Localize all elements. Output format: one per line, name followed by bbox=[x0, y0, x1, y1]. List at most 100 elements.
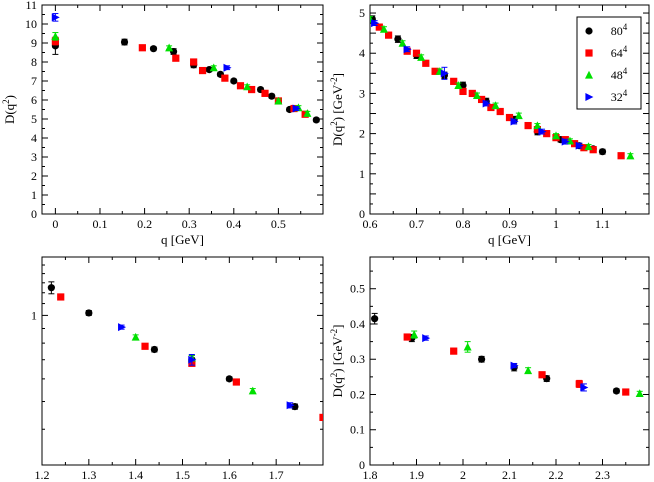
data-point bbox=[580, 383, 589, 392]
data-point bbox=[561, 137, 570, 146]
data-point bbox=[225, 375, 233, 383]
data-layer bbox=[370, 14, 635, 160]
data-layer bbox=[47, 281, 323, 422]
legend-marker bbox=[585, 93, 594, 101]
legend: 804 644 484 324 bbox=[576, 16, 642, 110]
data-point bbox=[431, 67, 439, 75]
data-point bbox=[141, 342, 149, 350]
y-tick-label: 5 bbox=[359, 6, 365, 20]
data-point bbox=[468, 89, 476, 98]
data-point bbox=[150, 345, 158, 354]
data-point bbox=[589, 146, 597, 154]
data-point bbox=[622, 388, 630, 396]
data-point bbox=[575, 141, 584, 150]
data-point bbox=[51, 37, 59, 45]
data-point bbox=[524, 121, 532, 130]
data-point bbox=[403, 45, 412, 54]
x-tick-label: 2.3 bbox=[595, 468, 610, 482]
series-80-4 bbox=[47, 281, 299, 411]
x-tick-label: 0.5 bbox=[271, 217, 286, 231]
data-point bbox=[533, 121, 542, 130]
data-point bbox=[261, 89, 269, 97]
x-tick-label: 0.2 bbox=[137, 217, 152, 231]
y-tick-label: 0.1 bbox=[350, 423, 365, 437]
data-point bbox=[172, 54, 180, 62]
data-point bbox=[524, 366, 533, 375]
legend-label: 644 bbox=[611, 44, 628, 60]
data-point bbox=[57, 293, 65, 301]
series-80-4 bbox=[51, 36, 320, 124]
x-tick-label: 2.1 bbox=[502, 468, 517, 482]
panel-top-right: 0.6 0.7 0.8 0.9 1 1.1 0 1 2 3 4 5 q [GeV] D(q2) [GeV-… bbox=[329, 4, 650, 247]
x-tick-label: 0.7 bbox=[409, 217, 424, 231]
data-point bbox=[472, 91, 481, 100]
data-point bbox=[440, 69, 449, 78]
data-point bbox=[398, 38, 407, 47]
data-point bbox=[312, 116, 320, 124]
x-tick-label: 0.8 bbox=[456, 217, 471, 231]
data-point bbox=[274, 96, 283, 105]
x-tick-label: 1.9 bbox=[409, 468, 424, 482]
data-point bbox=[291, 402, 299, 411]
x-tick-label: 1.1 bbox=[595, 217, 610, 231]
data-point bbox=[303, 109, 312, 117]
data-point bbox=[450, 347, 458, 355]
x-tick-label: 0.9 bbox=[502, 217, 517, 231]
data-point bbox=[371, 19, 380, 28]
data-point bbox=[552, 131, 560, 140]
data-point bbox=[188, 355, 197, 364]
data-point bbox=[571, 140, 579, 148]
x-tick-label: 1.2 bbox=[35, 468, 50, 482]
data-point bbox=[131, 332, 140, 341]
legend-entry: 324 bbox=[585, 88, 628, 104]
data-point bbox=[51, 13, 60, 22]
y-tick-label: 10 bbox=[25, 17, 37, 31]
data-point bbox=[538, 371, 546, 379]
data-point bbox=[510, 361, 519, 370]
data-point bbox=[190, 58, 198, 66]
x-tick-label: 0 bbox=[52, 217, 58, 231]
x-tick-label: 1.5 bbox=[175, 468, 190, 482]
data-point bbox=[47, 284, 55, 292]
data-point bbox=[248, 85, 256, 94]
legend-entry: 804 bbox=[585, 22, 628, 38]
x-tick-label: 1.4 bbox=[128, 468, 143, 482]
x-tick-label: 2.2 bbox=[549, 468, 564, 482]
x-tick-label: 0.4 bbox=[226, 217, 241, 231]
data-point bbox=[450, 77, 458, 85]
series-80-4 bbox=[370, 15, 607, 156]
legend-label: 324 bbox=[611, 88, 628, 104]
x-tick-label: 1.8 bbox=[363, 468, 378, 482]
y-tick-label: 2 bbox=[359, 127, 365, 141]
panel-top-left: 0 0.1 0.2 0.3 0.4 0.5 0 1 2 3 4 5 6 7 8 9 10 11 q [GeV] D(q… bbox=[1, 0, 324, 247]
x-axis-label: q [GeV] bbox=[488, 232, 531, 247]
data-point bbox=[491, 101, 500, 110]
data-point bbox=[514, 111, 523, 120]
series-32-4 bbox=[371, 19, 584, 150]
data-point bbox=[422, 334, 431, 343]
y-tick-label: 0.4 bbox=[350, 317, 365, 331]
x-tick-label: 0.6 bbox=[363, 217, 378, 231]
series-48-4 bbox=[51, 32, 312, 117]
data-point bbox=[209, 63, 218, 72]
data-point bbox=[236, 82, 245, 90]
series-48-4 bbox=[410, 330, 644, 398]
data-point bbox=[410, 330, 419, 339]
data-point bbox=[286, 401, 295, 410]
legend-entry: 484 bbox=[585, 66, 628, 82]
data-point bbox=[505, 113, 514, 122]
y-tick-label: 3 bbox=[31, 150, 37, 164]
data-point bbox=[533, 125, 541, 134]
data-point bbox=[230, 77, 238, 85]
y-tick-label: 6 bbox=[31, 93, 37, 107]
panel-bottom-left: 1.2 1.3 1.4 1.5 1.6 1.7 1 bbox=[31, 256, 324, 482]
data-point bbox=[221, 74, 229, 82]
data-point bbox=[394, 35, 402, 43]
y-tick-label: 0 bbox=[359, 458, 365, 472]
y-tick-label: 11 bbox=[25, 0, 37, 12]
x-tick-label: 1.6 bbox=[222, 468, 237, 482]
data-point bbox=[120, 38, 129, 46]
x-tick-label: 1 bbox=[553, 217, 559, 231]
data-point bbox=[268, 92, 276, 100]
data-layer bbox=[371, 312, 644, 398]
